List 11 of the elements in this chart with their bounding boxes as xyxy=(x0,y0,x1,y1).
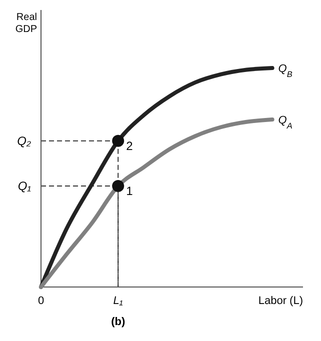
x-tick-label: 0 xyxy=(38,295,44,307)
y-axis-title: Real GDP xyxy=(15,12,38,35)
series-label: Q$_{B}$ xyxy=(278,63,293,78)
text: (b) xyxy=(111,316,126,328)
text: Q₂ xyxy=(17,134,32,148)
text: Q₁ xyxy=(18,179,32,194)
annotation: 1 xyxy=(126,184,134,198)
annotation: 2 xyxy=(126,138,134,153)
x-axis-title: Labor (L) xyxy=(258,295,303,307)
series-label: Q$_{A}$ xyxy=(278,114,293,130)
x-tick-label: L₁ xyxy=(113,295,124,307)
